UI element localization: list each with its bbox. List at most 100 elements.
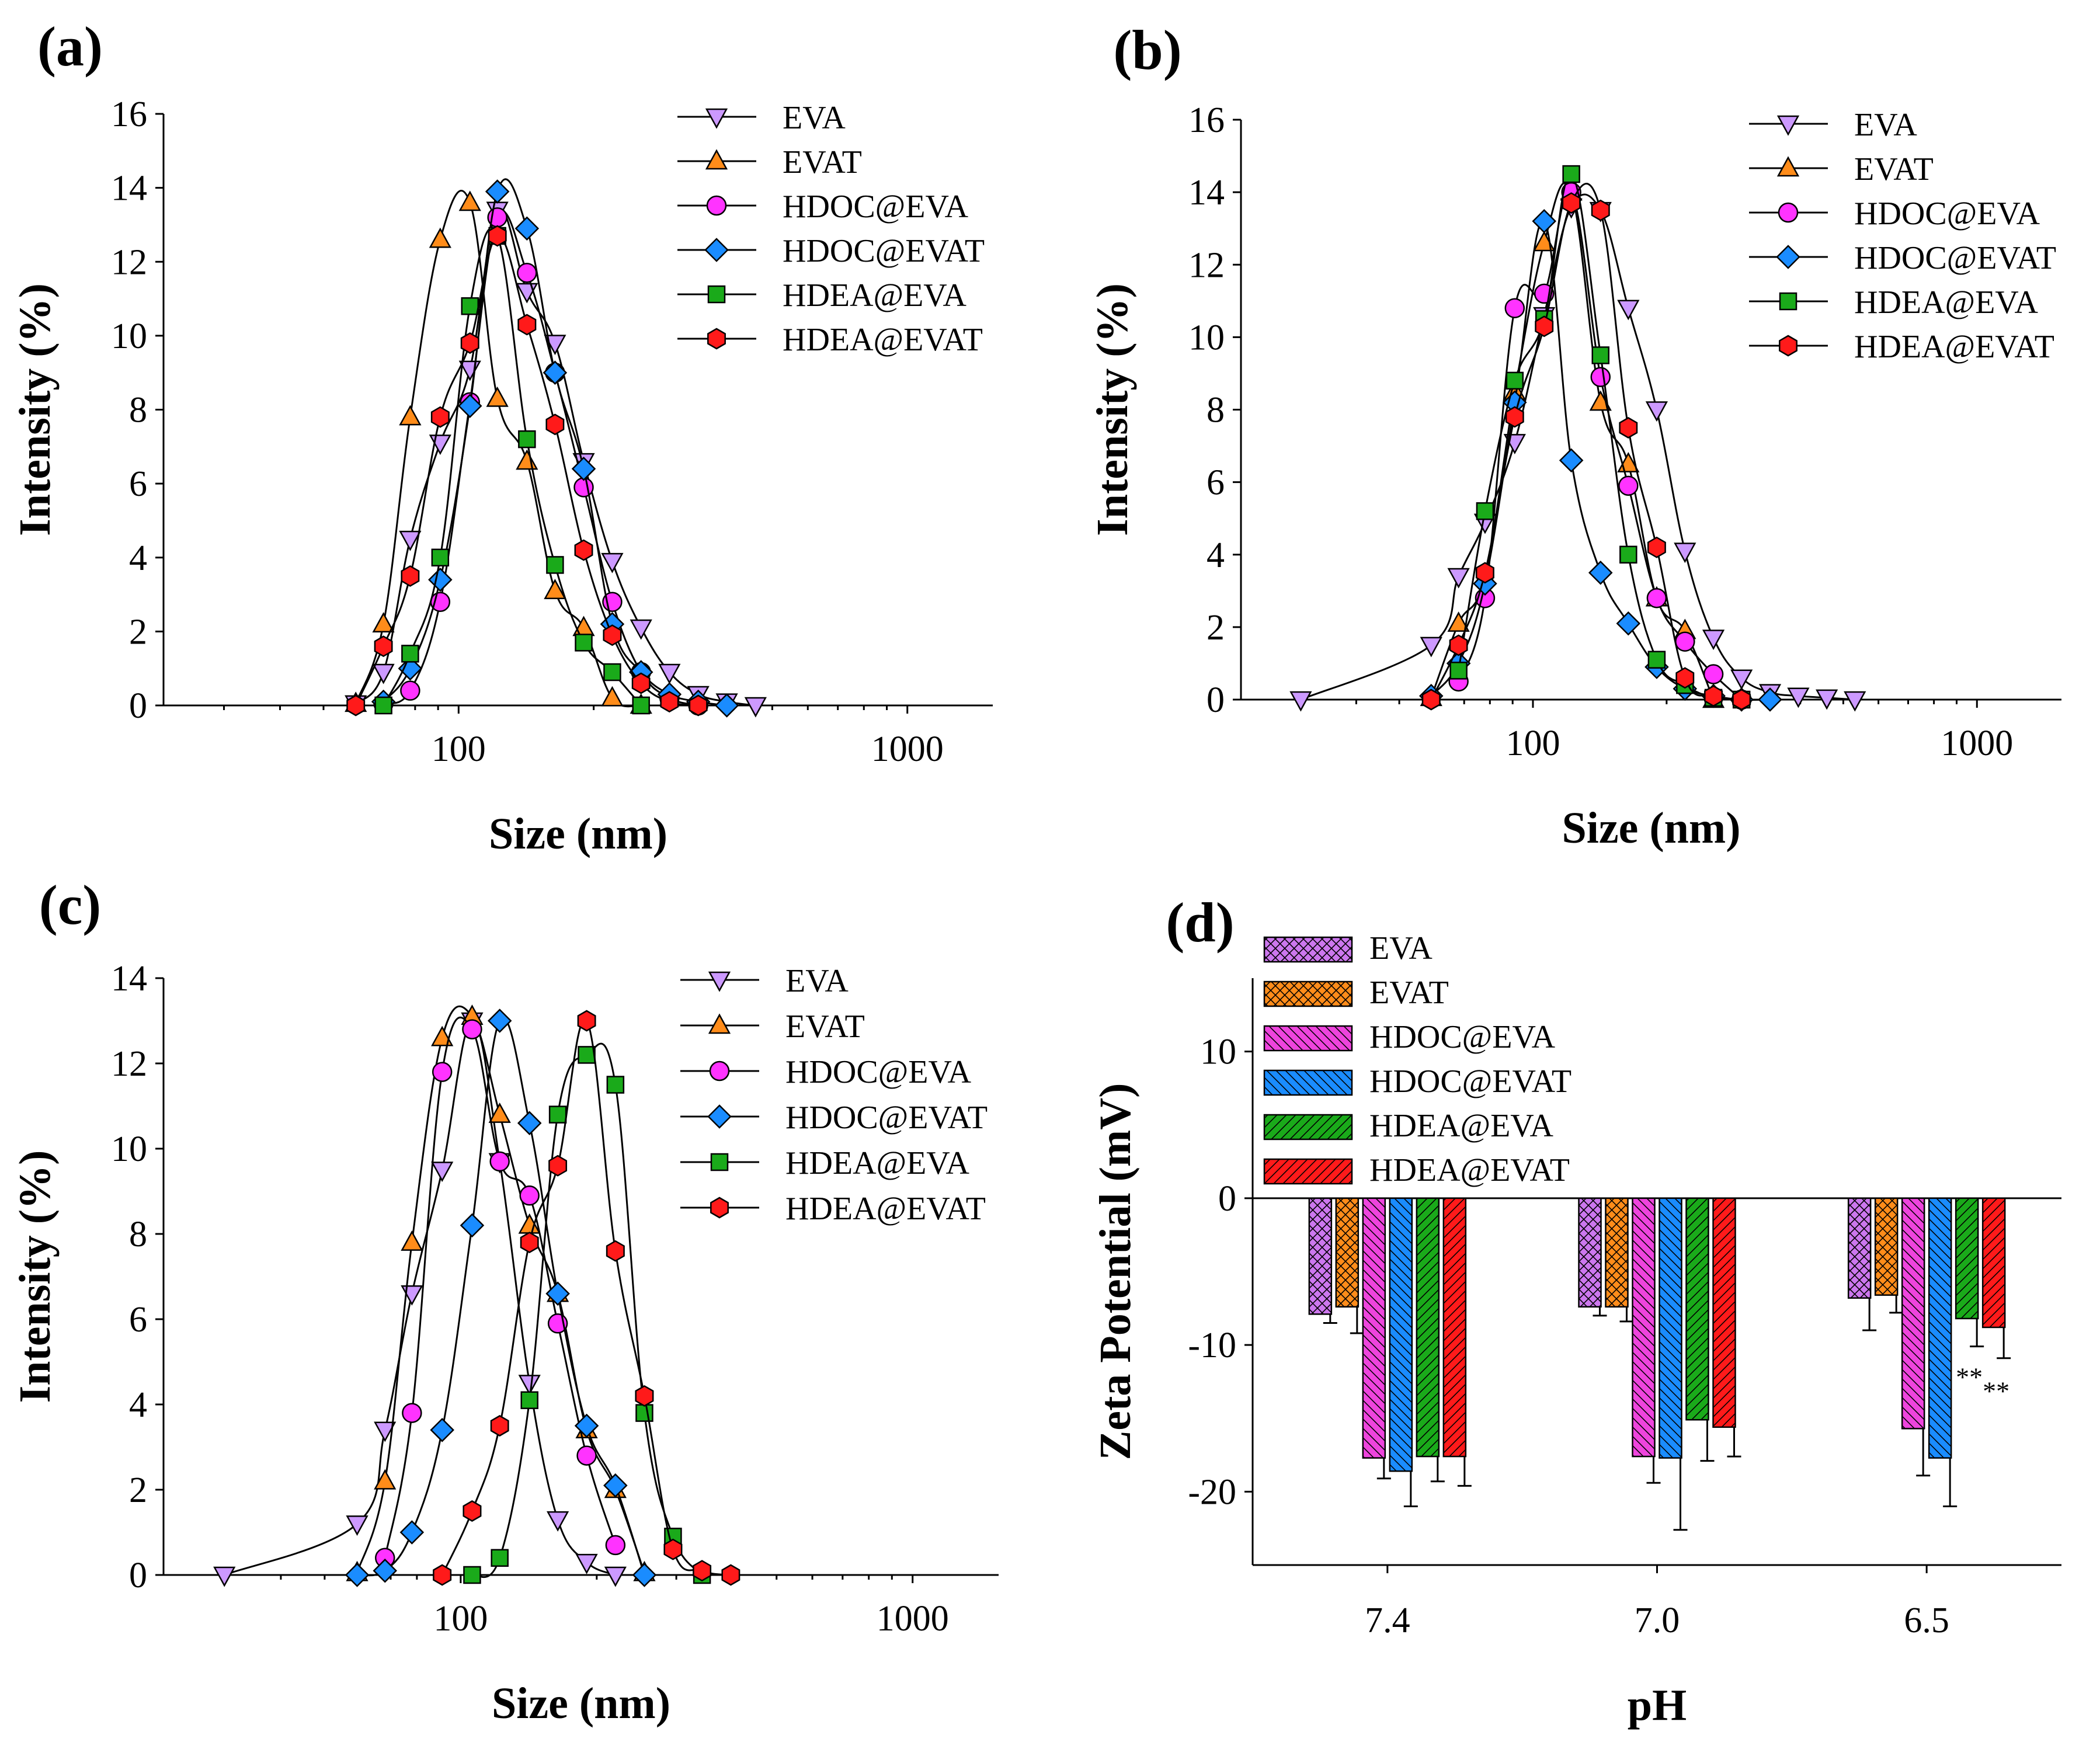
x-tick-label: 7.4 — [1365, 1601, 1410, 1640]
bar-eva — [1578, 1197, 1602, 1308]
bar-hdea-eva — [1685, 1197, 1709, 1421]
data-point-eva — [1420, 637, 1442, 658]
y-tick-label: 8 — [1207, 391, 1225, 430]
x-axis-title: Size (nm) — [492, 1679, 670, 1728]
y-tick-label: 8 — [129, 391, 147, 430]
y-tick-label: 4 — [129, 538, 147, 578]
bar-evat — [1605, 1197, 1629, 1308]
data-point-hdoc-eva — [400, 680, 420, 701]
y-tick-label: 14 — [111, 959, 147, 999]
series-eva — [345, 201, 767, 718]
legend-item-hdea-evat: HDEA@EVAT — [680, 1191, 986, 1227]
x-tick-label: 100 — [433, 1599, 488, 1639]
x-tick-label: 1000 — [871, 729, 944, 769]
y-tick-label: 0 — [129, 686, 147, 726]
legend-marker-hdoc-evat — [704, 238, 729, 262]
data-point-hdea-eva — [1619, 545, 1637, 564]
y-tick-label: 4 — [129, 1385, 147, 1425]
legend-label: HDEA@EVAT — [783, 322, 983, 358]
y-tick-label: 12 — [111, 242, 147, 282]
bar-evat — [1874, 1197, 1899, 1296]
panel-b: (b) 0 2 4 6 8 10 12 14 16 100 1000 Size (nm) Intensit… — [1088, 19, 2061, 853]
data-point-hdea-eva — [401, 645, 419, 663]
data-point-hdoc-evat — [571, 457, 596, 481]
data-point-hdea-eva — [1591, 346, 1610, 364]
legend-marker-eva — [708, 971, 731, 992]
data-point-hdea-evat — [721, 1564, 740, 1586]
panel-d: (d) -20 -10 0 10 7.4 7.0 6.5 ** ** pH Zeta Potentia… — [1091, 891, 2061, 1730]
data-point-hdoc-eva — [1504, 298, 1525, 318]
data-point-hdoc-eva — [432, 1062, 453, 1082]
series-hdoc-evat — [371, 178, 739, 718]
significance-marker: ** — [1956, 1362, 1983, 1392]
data-point-eva — [547, 1511, 569, 1532]
bar-hdea-eva — [1416, 1197, 1440, 1458]
legend-label: HDOC@EVA — [1369, 1019, 1556, 1055]
data-point-eva — [431, 1162, 454, 1183]
data-point-hdea-eva — [463, 1566, 481, 1584]
data-point-hdea-evat — [1475, 562, 1494, 584]
legend-item-hdea-evat: HDEA@EVAT — [677, 322, 983, 358]
data-point-eva — [744, 697, 767, 718]
data-point-hdoc-evat — [428, 567, 453, 592]
legend-label: EVA — [783, 100, 846, 136]
series-line-hdoc-eva — [384, 1016, 617, 1559]
series-hdea-evat — [346, 225, 708, 717]
legend-marker-hdoc-eva — [709, 1060, 730, 1082]
data-point-hdea-eva — [520, 1391, 538, 1409]
data-point-hdoc-eva — [402, 1403, 422, 1423]
legend-marker-hdoc-evat — [707, 1104, 732, 1129]
panel-label: (d) — [1166, 891, 1234, 954]
y-tick-label: -20 — [1188, 1472, 1236, 1512]
data-point-hdea-evat — [635, 1385, 654, 1407]
data-point-hdoc-evat — [714, 693, 739, 718]
x-tick-label: 1000 — [877, 1599, 949, 1639]
data-point-hdea-evat — [1704, 685, 1723, 707]
bar-hdea-evat — [1442, 1197, 1467, 1458]
y-tick-label: 14 — [111, 169, 147, 208]
y-tick-label: 2 — [129, 612, 147, 652]
data-point-hdoc-evat — [373, 1558, 398, 1583]
data-point-hdea-evat — [603, 624, 622, 646]
panel-a: (a) 0 2 4 6 8 10 12 14 16 100 1000 Size (nm) Intensit… — [11, 15, 993, 858]
legend-marker-hdea-evat — [710, 1197, 729, 1219]
x-axis-title: pH — [1628, 1681, 1687, 1730]
bar-hdoc-evat — [1659, 1197, 1682, 1459]
y-tick-label: 6 — [1207, 463, 1225, 503]
legend-label: HDOC@EVAT — [1369, 1063, 1571, 1100]
data-point-hdoc-evat — [574, 1413, 599, 1438]
legend-label: HDOC@EVA — [1854, 196, 2040, 232]
legend-swatch-hdea-eva — [1263, 1114, 1353, 1140]
data-point-hdoc-evat — [1559, 448, 1584, 473]
panel-c: (c) 0 2 4 6 8 10 12 14 100 1000 Size (nm) Intensity … — [11, 874, 999, 1728]
data-point-eva — [1816, 689, 1838, 710]
bar-hdoc-eva — [1362, 1197, 1386, 1459]
data-point-hdea-evat — [606, 1240, 625, 1262]
panel-label: (c) — [39, 874, 102, 936]
legend-item-eva: EVA — [680, 963, 849, 999]
legend-marker-evat — [705, 149, 728, 170]
series-hdea-eva — [1449, 165, 1751, 709]
data-point-eva — [601, 552, 624, 573]
data-point-eva — [1447, 568, 1470, 589]
data-point-eva — [1844, 691, 1866, 712]
data-point-hdoc-eva — [462, 1019, 482, 1039]
data-point-hdea-eva — [461, 297, 479, 315]
legend-marker-hdea-eva — [710, 1153, 729, 1171]
data-point-hdoc-evat — [1758, 687, 1782, 712]
series-line-hdea-eva — [1458, 173, 1742, 701]
legend-label: EVAT — [783, 144, 862, 180]
data-point-hdoc-eva — [605, 1535, 626, 1556]
y-tick-label: 16 — [111, 95, 147, 134]
legend-item-hdea-evat: HDEA@EVAT — [1263, 1152, 1570, 1188]
legend-item-hdea-eva: HDEA@EVA — [1263, 1108, 1554, 1144]
data-point-hdea-evat — [1619, 417, 1638, 439]
data-point-eva — [1702, 630, 1725, 651]
legend-label: HDEA@EVAT — [1854, 329, 2054, 365]
data-point-hdea-evat — [1562, 192, 1581, 214]
y-tick-label: 0 — [1218, 1179, 1236, 1219]
data-point-hdea-evat — [1591, 199, 1610, 221]
legend-label: HDEA@EVA — [1854, 284, 2039, 321]
data-point-evat — [488, 1103, 511, 1123]
legend-item-evat: EVAT — [680, 1009, 865, 1045]
